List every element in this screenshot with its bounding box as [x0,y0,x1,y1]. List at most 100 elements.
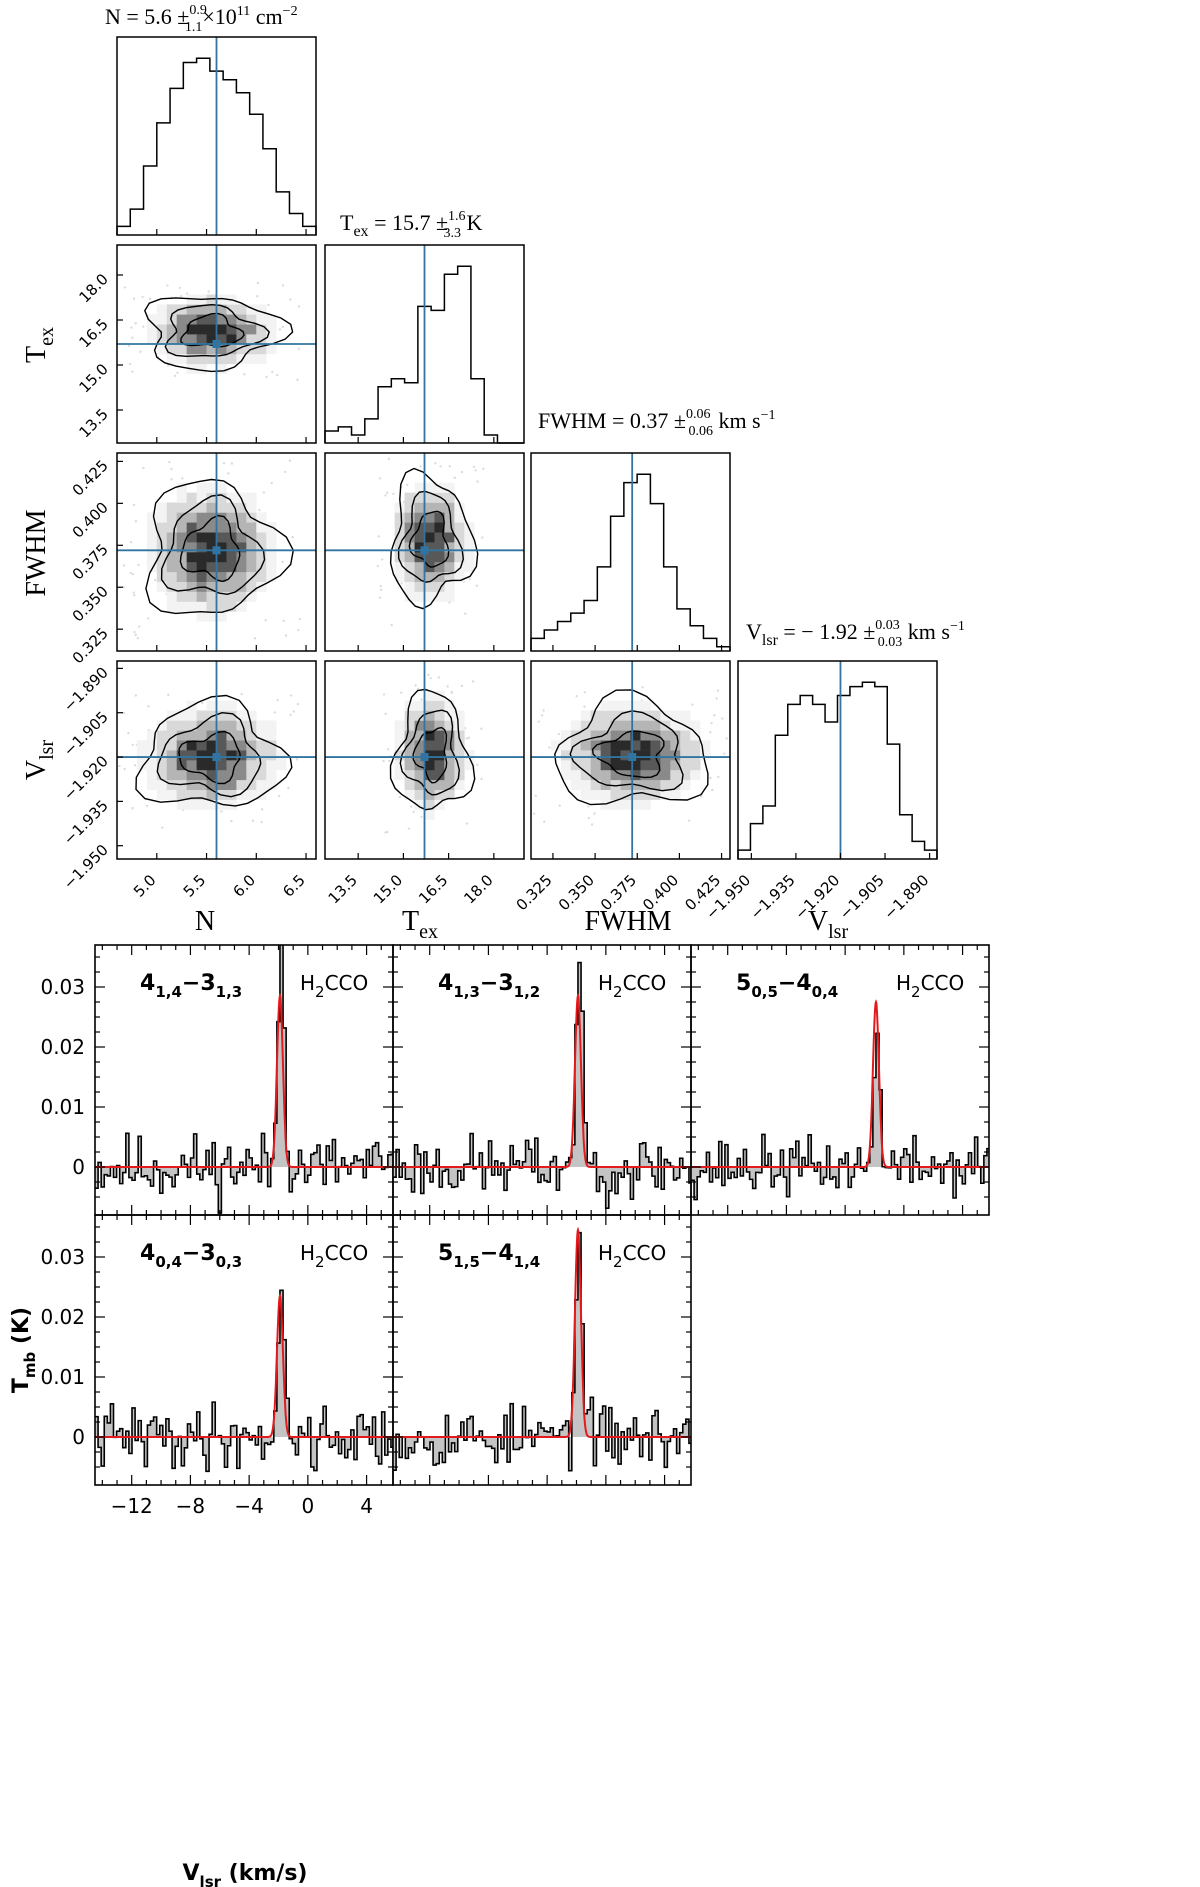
density-cell [560,740,572,751]
density-cell [196,730,207,741]
density-cell [186,324,197,335]
panel-frame [324,660,525,860]
density-cell [424,710,435,721]
density-cell [394,730,405,741]
density-cell [156,324,168,335]
density-cell [434,552,445,563]
density-cell [166,740,177,751]
sample-point [284,634,288,637]
density-cell [216,492,227,503]
density-cell [196,750,207,761]
density-cell [206,334,217,345]
sample-point [378,477,382,480]
density-cell [630,760,641,771]
density-cell [266,730,277,741]
density-cell [670,710,681,721]
density-cell [176,522,187,533]
density-cell [444,542,455,553]
y-tick-label: 0.400 [69,498,112,541]
x-tick-label: 6.5 [279,871,309,901]
density-cell [186,561,197,573]
sample-point [467,736,471,740]
density-cell [166,601,177,612]
density-cell [216,730,227,741]
density-cell [620,720,631,731]
density-cell [424,492,435,503]
density-cell [176,710,187,721]
sample-point [412,810,415,814]
corner-plot: 13.515.016.518.00.3250.3500.3750.4000.42… [21,3,965,943]
density-cell [600,700,611,711]
density-cell [414,760,425,771]
density-cell [246,552,257,563]
density-cell [610,769,621,781]
density-cell [434,561,445,573]
density-cell [580,730,591,741]
sample-point [134,519,138,523]
density-cell [226,799,237,810]
density-cell [146,730,158,741]
density-cell [146,779,158,790]
density-cell [186,344,197,355]
sample-point [472,465,476,468]
density-cell [650,740,661,751]
truth-marker [212,546,221,555]
histogram-fwhm [530,473,731,651]
sample-point [468,577,472,581]
density-cell [246,740,257,751]
density-cell [226,581,237,592]
density-cell [216,314,227,325]
density-cell [176,502,187,513]
sample-point [131,572,135,576]
density-cell [206,789,217,800]
density-cell [226,522,237,533]
sample-point [379,588,383,591]
transition-label: 41,3−31,2 [438,971,540,1001]
sample-point [400,691,403,694]
density-cell [216,740,227,751]
density-cell [690,769,701,781]
density-cell [206,502,217,513]
density-cell [176,542,187,553]
sample-point [127,732,130,735]
density-cell [176,591,187,602]
density-cell [660,760,671,771]
density-cell [670,730,681,741]
density-cell [226,324,237,335]
sample-point [289,694,293,697]
sample-point [131,807,134,810]
density-cell [424,750,435,761]
density-cell [176,532,187,543]
density-cell [206,304,217,315]
sample-point [201,701,204,705]
density-cell [630,799,641,810]
density-cell [226,344,237,355]
density-cell [216,591,227,602]
spectrum-histogram [393,1231,691,1472]
sample-point [281,284,285,287]
density-cell [256,353,267,365]
sample-point [123,286,126,289]
density-cell [176,720,187,731]
sample-point [127,344,131,347]
y-tick-label: −1.920 [60,752,112,804]
sample-point [181,477,184,480]
sample-point [410,805,413,808]
sample-point [420,815,423,819]
density-cell [640,710,651,721]
panel-frame [116,452,317,652]
density-cell [166,532,177,543]
density-cell [196,482,207,493]
sample-point [587,805,590,808]
sample-point [416,687,420,691]
density-cell [276,750,287,761]
density-cell [394,769,405,781]
density-cell [226,760,237,771]
density-cell [600,740,611,751]
sample-point [264,619,267,622]
density-cell [600,789,611,800]
sample-point [641,686,644,689]
density-cell [226,334,237,345]
sample-point [379,584,382,588]
density-cell [146,324,158,335]
